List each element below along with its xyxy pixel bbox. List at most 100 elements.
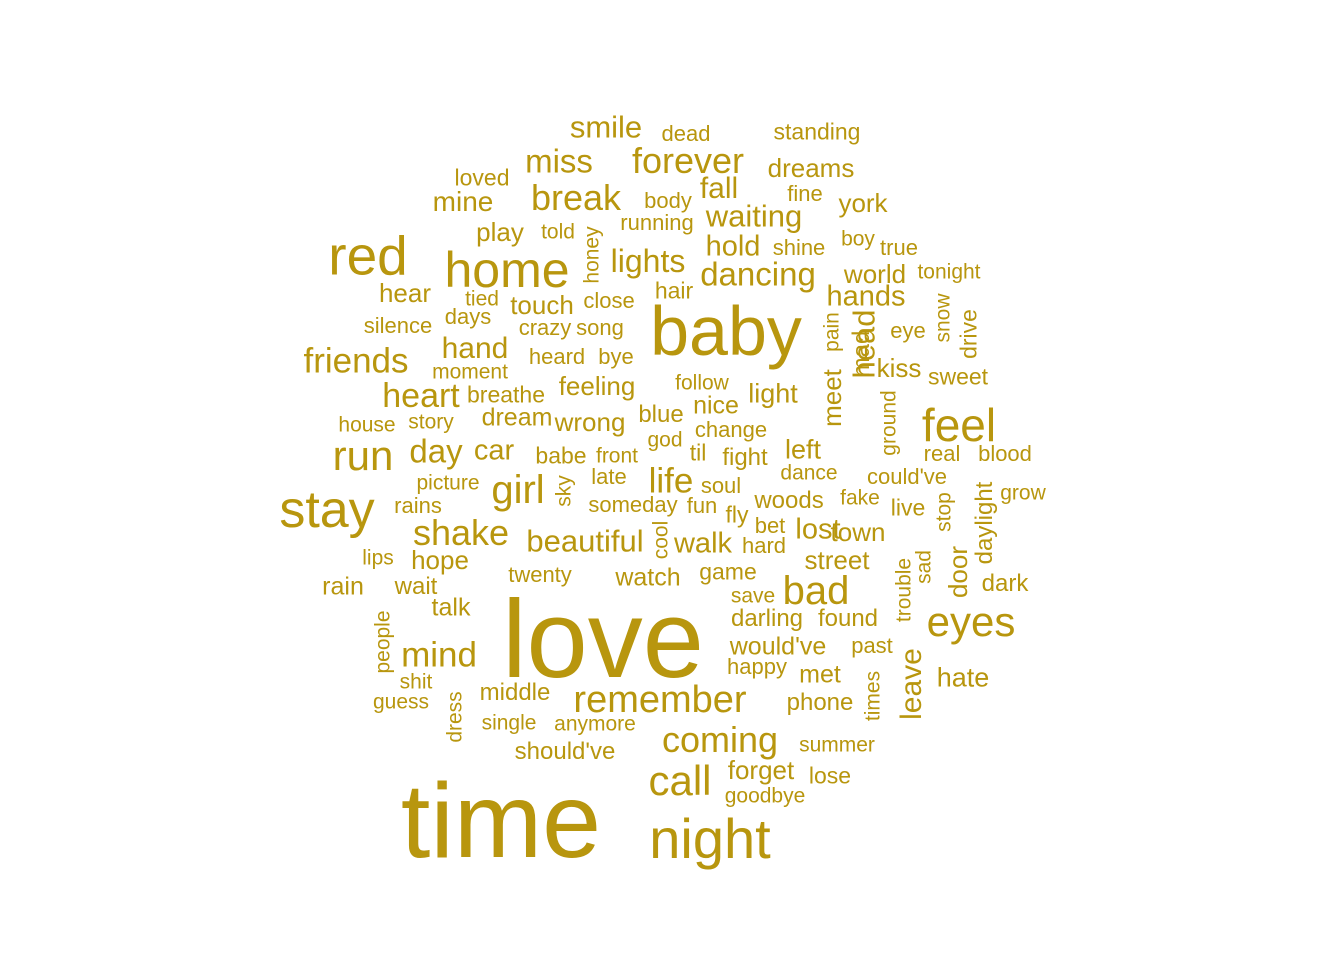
word-live: live [890, 494, 926, 521]
word-met: met [799, 660, 841, 689]
word-crazy: crazy [518, 315, 572, 340]
word-past: past [851, 633, 893, 658]
word-hope: hope [411, 545, 469, 575]
word-real: real [923, 441, 961, 466]
word-heard: heard [528, 344, 586, 369]
word-grow: grow [1000, 481, 1046, 505]
word-hear: hear [378, 278, 432, 308]
word-lights: lights [610, 243, 686, 279]
word-hold: hold [705, 230, 761, 263]
word-wrong: wrong [554, 407, 626, 437]
word-coming: coming [661, 719, 779, 760]
word-smile: smile [569, 109, 643, 145]
word-pain: pain [820, 312, 844, 352]
word-twenty: twenty [508, 562, 572, 587]
word-forget: forget [727, 755, 795, 785]
word-someday: someday [588, 492, 678, 517]
word-running: running [620, 210, 694, 235]
word-life: life [648, 461, 694, 501]
word-picture: picture [416, 471, 480, 495]
word-found: found [817, 605, 879, 632]
word-dark: dark [981, 570, 1029, 597]
word-shine: shine [772, 235, 826, 260]
word-eyes: eyes [926, 598, 1016, 645]
word-street: street [804, 545, 870, 575]
word-call: call [648, 757, 712, 804]
word-could-ve: could've [866, 464, 948, 489]
word-shake: shake [412, 512, 510, 553]
word-kiss: kiss [876, 353, 922, 383]
word-tonight: tonight [917, 260, 981, 284]
word-breathe: breathe [466, 381, 546, 408]
word-stay: stay [279, 481, 375, 539]
word-fine: fine [787, 181, 823, 206]
word-boy: boy [841, 227, 875, 251]
word-silence: silence [363, 313, 433, 338]
word-run: run [332, 432, 394, 479]
word-would-ve: would've [729, 632, 827, 661]
word-single: single [481, 711, 537, 735]
word-heart: heart [382, 377, 460, 415]
word-waiting: waiting [705, 198, 803, 234]
word-standing: standing [773, 118, 861, 145]
word-eye: eye [890, 318, 926, 343]
word-door: door [943, 545, 973, 599]
word-touch: touch [510, 290, 574, 320]
word-goodbye: goodbye [724, 784, 806, 808]
word-remember: remember [573, 679, 747, 721]
word-bye: bye [598, 344, 634, 369]
word-daylight: daylight [971, 481, 998, 565]
word-town: town [830, 517, 886, 547]
word-ground: ground [877, 390, 901, 456]
word-blood: blood [978, 441, 1032, 466]
word-save: save [730, 584, 776, 608]
word-friends: friends [303, 341, 409, 381]
word-dancing: dancing [700, 255, 816, 293]
word-song: song [576, 315, 624, 340]
word-god: god [647, 428, 683, 452]
word-sky: sky [552, 475, 576, 507]
word-summer: summer [799, 733, 875, 757]
word-story: story [408, 410, 454, 434]
word-watch: watch [615, 563, 681, 592]
word-sad: sad [912, 550, 936, 584]
word-play: play [476, 217, 524, 247]
word-house: house [338, 413, 396, 437]
word-feeling: feeling [558, 371, 636, 401]
word-hand: hand [441, 332, 509, 365]
word-red: red [328, 224, 408, 287]
word-miss: miss [525, 142, 593, 180]
word-dance: dance [780, 461, 838, 485]
word-left: left [784, 434, 822, 465]
word-babe: babe [535, 442, 587, 469]
word-sweet: sweet [927, 363, 989, 390]
word-hands: hands [826, 280, 906, 313]
word-happy: happy [727, 654, 787, 679]
word-leave: leave [895, 648, 928, 720]
word-forever: forever [631, 140, 745, 181]
word-hard: hard [741, 533, 787, 558]
word-dress: dress [443, 691, 467, 743]
word-fly: fly [725, 501, 749, 528]
word-night: night [649, 807, 771, 870]
word-shit: shit [399, 670, 433, 694]
word-walk: walk [673, 527, 733, 560]
word-anymore: anymore [554, 712, 636, 736]
word-dead: dead [661, 121, 711, 146]
word-break: break [530, 177, 622, 218]
word-middle: middle [479, 679, 551, 706]
word-wait: wait [394, 573, 438, 600]
word-phone: phone [786, 689, 854, 716]
word-darling: darling [730, 605, 804, 632]
word-beautiful: beautiful [526, 523, 644, 559]
word-love: love [502, 578, 704, 701]
word-woods: woods [754, 487, 824, 514]
word-fall: fall [699, 172, 739, 205]
word-body: body [644, 188, 692, 213]
word-front: front [595, 444, 639, 468]
word-loved: loved [454, 164, 510, 191]
word-nice: nice [693, 391, 739, 420]
word-feel: feel [921, 399, 997, 451]
word-hate: hate [936, 662, 990, 693]
